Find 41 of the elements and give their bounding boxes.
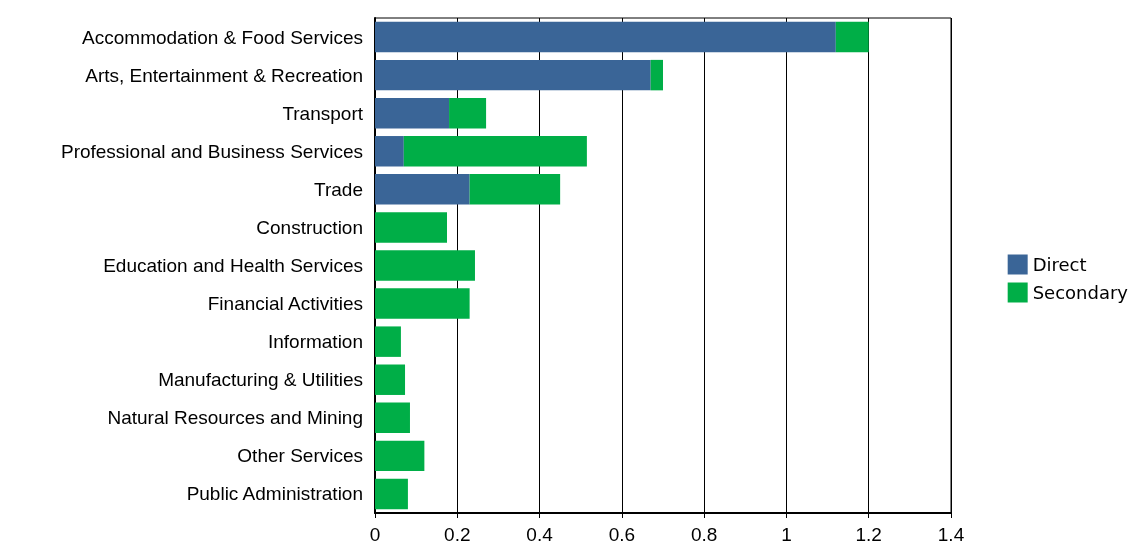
bar — [375, 478, 408, 510]
bar — [375, 402, 410, 434]
y-tick-label: Natural Resources and Mining — [107, 407, 363, 429]
bar — [375, 288, 470, 319]
bar — [375, 136, 404, 167]
x-tick-label: 0.6 — [608, 524, 636, 545]
x-tick-label: 1 — [781, 524, 792, 545]
y-tick-label: Information — [267, 331, 363, 353]
y-tick-label: Transport — [282, 102, 364, 124]
x-tick-label: 0.8 — [690, 524, 718, 545]
bar — [375, 440, 425, 472]
y-tick-label: Construction — [256, 216, 363, 238]
bar — [375, 326, 401, 357]
bar — [449, 97, 487, 129]
y-tick-label: Other Services — [237, 445, 363, 467]
bar — [375, 212, 447, 243]
y-tick-label: Arts, Entertainment & Recreation — [85, 64, 363, 86]
legend-label: Secondary — [1032, 282, 1129, 303]
bar — [375, 59, 651, 91]
bar — [375, 21, 836, 53]
y-tick-label: Financial Activities — [207, 293, 363, 315]
bar — [835, 21, 869, 53]
bar — [650, 59, 663, 91]
y-tick-label: Trade — [314, 178, 363, 200]
bar — [375, 97, 450, 129]
x-tick-label: 0.4 — [526, 524, 554, 545]
y-tick-label: Manufacturing & Utilities — [158, 369, 363, 391]
bar — [469, 174, 561, 205]
y-tick-label: Professional and Business Services — [60, 140, 363, 162]
bar — [403, 136, 587, 167]
x-tick-label: 0 — [369, 524, 381, 545]
y-tick-label: Public Administration — [186, 483, 363, 505]
x-tick-label: 1.4 — [937, 524, 965, 545]
y-tick-label: Education and Health Services — [103, 255, 363, 276]
x-tick-label: 0.2 — [444, 524, 471, 545]
y-tick-label: Accommodation & Food Services — [82, 26, 363, 48]
x-tick-label: 1.2 — [855, 524, 882, 545]
bar — [375, 174, 470, 205]
legend-label: Direct — [1032, 254, 1087, 275]
bar — [375, 250, 475, 281]
bar — [375, 364, 406, 395]
